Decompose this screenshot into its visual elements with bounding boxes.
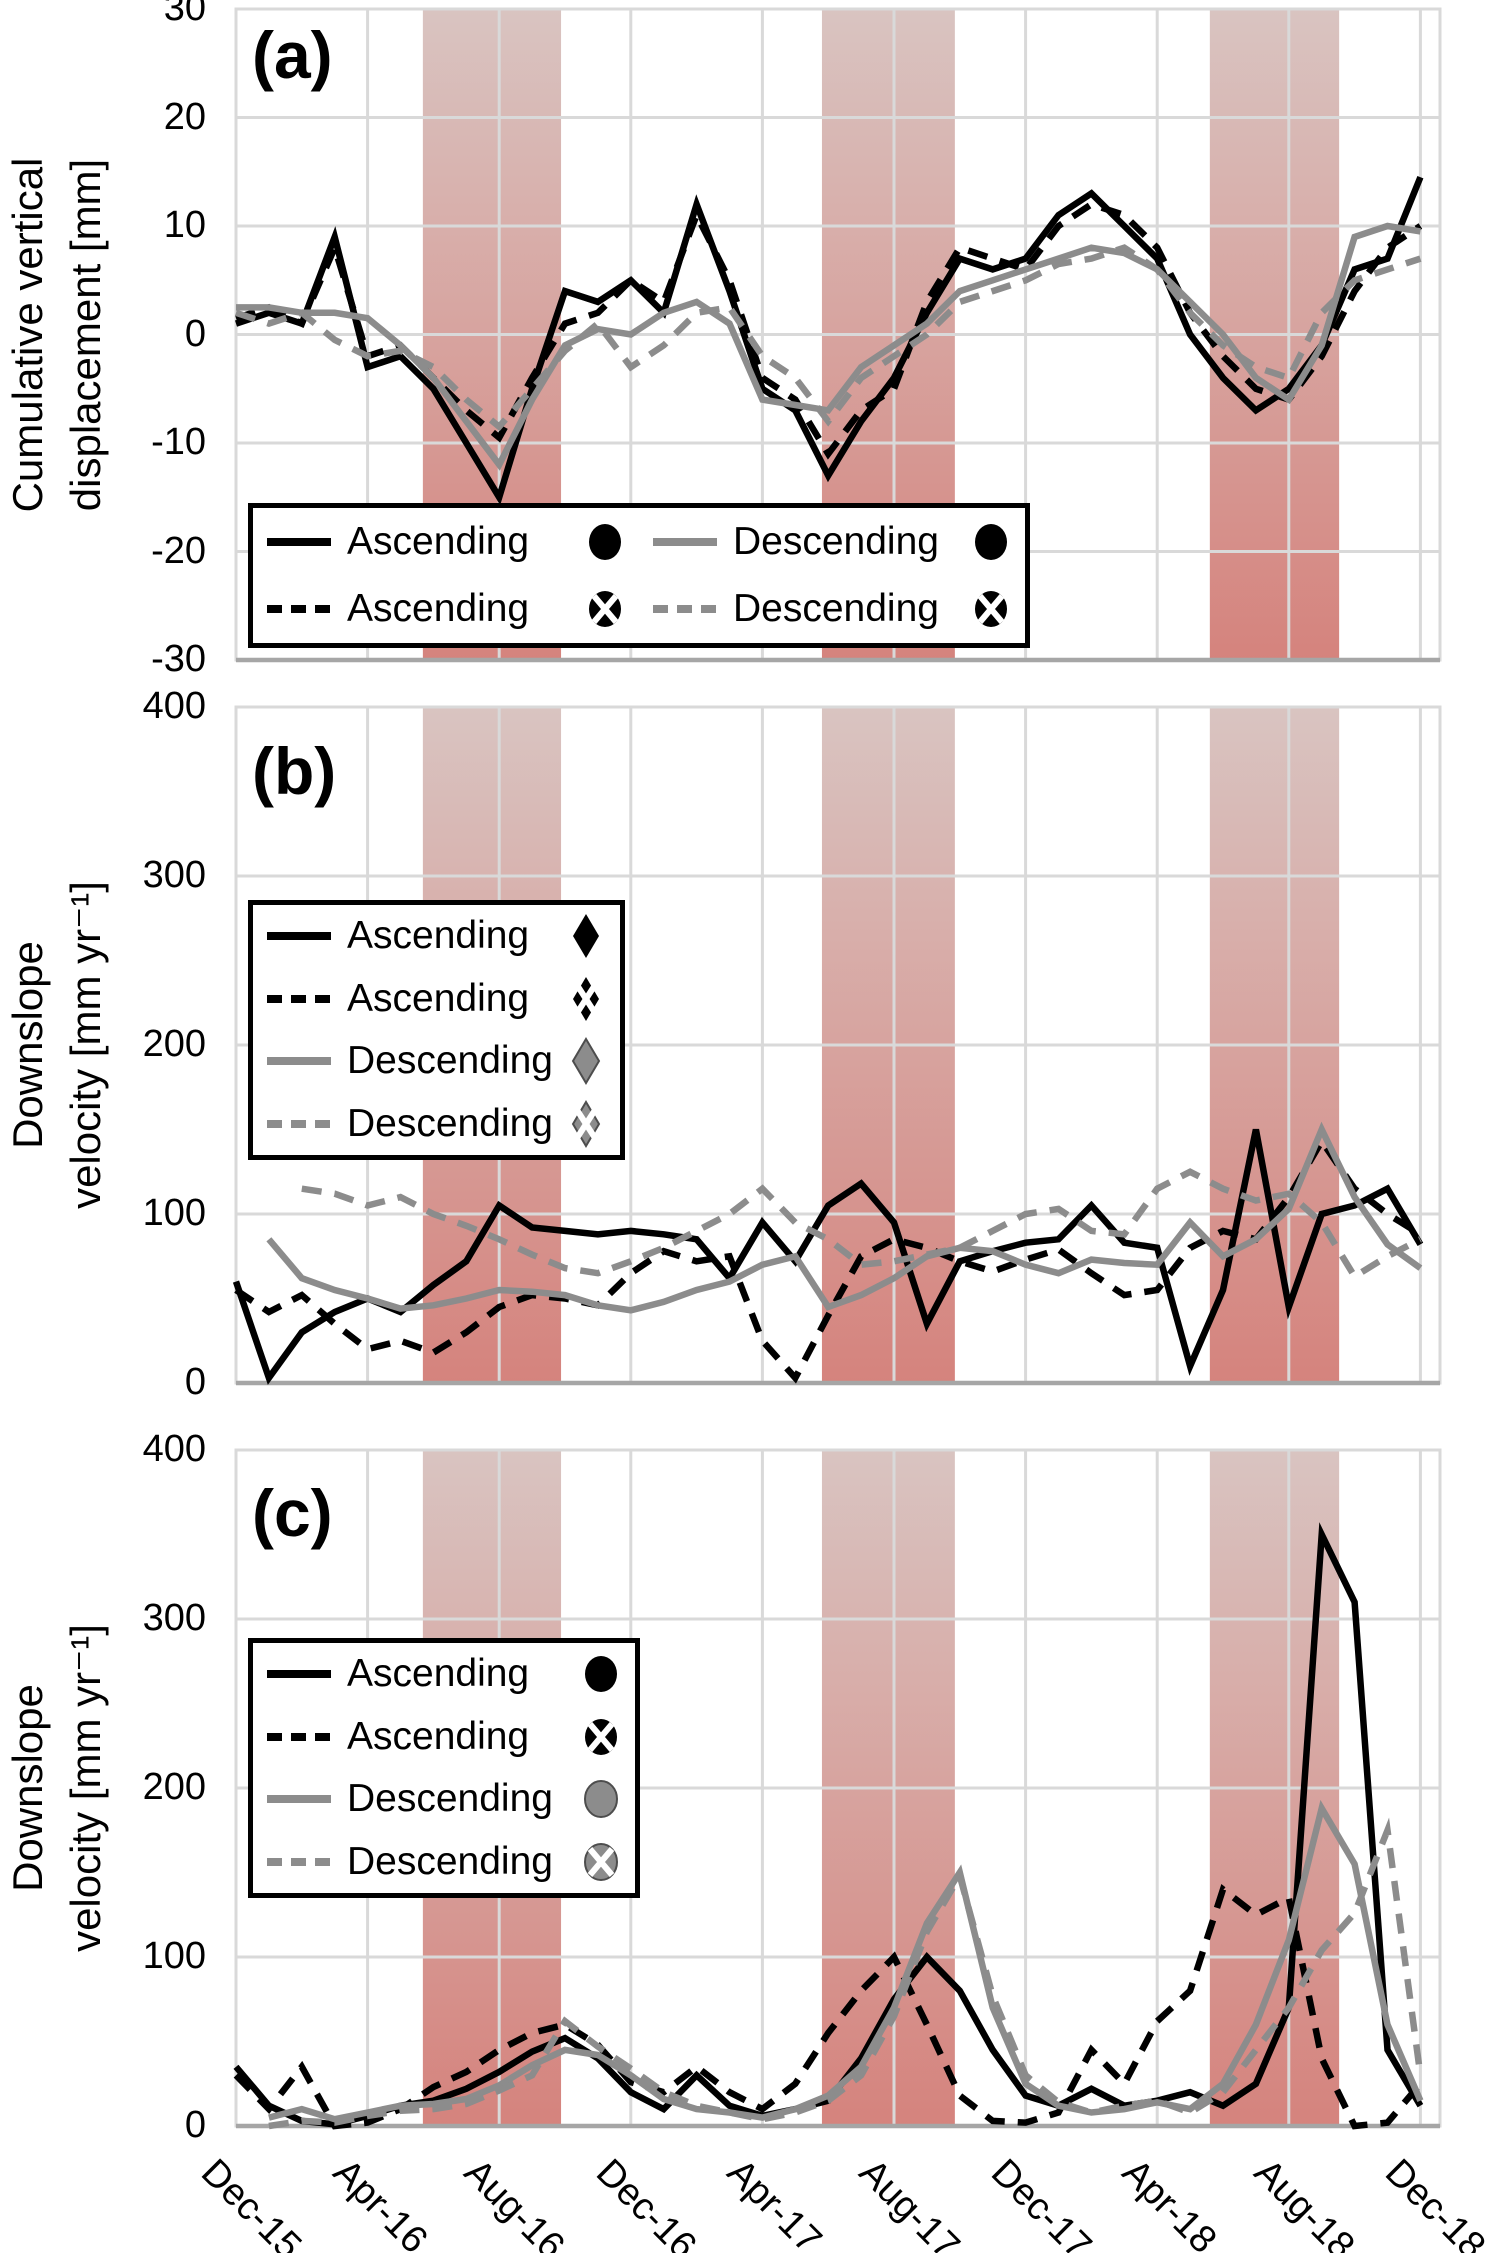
series-descending-dashed: [268, 1817, 1424, 2130]
y-axis-title-line: velocity [mm yr⁻¹]: [62, 1624, 109, 1952]
solid-line-sample-icon: [267, 932, 331, 941]
legend-entry: Ascending: [253, 1643, 635, 1706]
y-tick-label: 100: [142, 1935, 206, 1977]
panel-letter-b: (b): [252, 734, 337, 808]
y-tick-label: -30: [151, 638, 206, 680]
series-descending-solid: [268, 1799, 1424, 2123]
y-tick-label: 100: [142, 1192, 206, 1234]
legend-entry: Descending: [253, 1831, 635, 1894]
series-descending-dashed: [234, 244, 1422, 432]
legend-label: Descending: [733, 519, 939, 563]
dashed-line-sample-icon: [267, 1857, 331, 1866]
y-axis-title-b: Downslope velocity [mm yr⁻¹]: [0, 635, 119, 1455]
y-tick-label: 20: [163, 95, 206, 138]
circle-marker-icon: [589, 523, 621, 560]
series-ascending-solid: [232, 1128, 1424, 1385]
y-tick-label: 400: [142, 685, 206, 727]
legend-label: Ascending: [347, 976, 530, 1020]
solid-line-sample-icon: [267, 1670, 331, 1679]
y-axis-title-a: Cumulative vertical displacement [mm]: [0, 0, 119, 745]
y-axis-title-line: Downslope: [4, 1684, 51, 1892]
legend-entry: Descending: [639, 508, 1025, 576]
y-tick-label: -20: [151, 529, 206, 572]
circle-x-marker-icon: [975, 591, 1007, 628]
y-tick-label: 0: [184, 2104, 206, 2146]
legend-label: Descending: [347, 1101, 553, 1145]
legend-a: Ascending Ascending Descending Descending: [248, 503, 1030, 648]
y-axis-title-line: Downslope: [4, 941, 51, 1149]
y-tick-label: 30: [163, 0, 206, 29]
circle-marker-icon: [584, 1780, 618, 1819]
series-ascending-solid: [234, 175, 1424, 506]
diamond-x-marker-icon: [573, 976, 599, 1021]
y-axis-title-c: Downslope velocity [mm yr⁻¹]: [0, 1378, 119, 2198]
series-ascending-dashed: [233, 1884, 1423, 2130]
y-tick-label: 300: [142, 854, 206, 896]
series-ascending-dashed: [234, 1135, 1423, 1384]
legend-label: Descending: [347, 1777, 553, 1821]
solid-line-sample-icon: [267, 537, 331, 546]
y-tick-label: 300: [142, 1597, 206, 1639]
solid-line-sample-icon: [267, 1057, 331, 1066]
diamond-marker-icon: [571, 1037, 601, 1086]
legend-entry: Ascending: [253, 905, 620, 968]
y-tick-label: 200: [142, 1766, 206, 1808]
legend-c: Ascending Ascending Descending Descending: [248, 1638, 640, 1898]
legend-b: Ascending Ascending Descending Descending: [248, 900, 625, 1160]
solid-line-sample-icon: [267, 1795, 331, 1804]
legend-entry: Descending: [253, 1768, 635, 1831]
y-axis-title-line: velocity [mm yr⁻¹]: [62, 881, 109, 1209]
y-tick-label: 0: [184, 312, 206, 355]
legend-label: Descending: [347, 1839, 553, 1883]
legend-label: Ascending: [347, 587, 530, 631]
legend-label: Ascending: [347, 914, 530, 958]
legend-label: Descending: [733, 587, 939, 631]
legend-entry: Descending: [639, 576, 1025, 644]
dashed-line-sample-icon: [653, 605, 717, 614]
legend-entry: Descending: [253, 1093, 620, 1156]
y-tick-label: -10: [151, 421, 206, 463]
diamond-marker-icon: [573, 914, 599, 959]
y-tick-label: 200: [142, 1023, 206, 1065]
legend-label: Descending: [347, 1039, 553, 1083]
y-axis-title-line: displacement [mm]: [62, 158, 109, 511]
dashed-line-sample-icon: [267, 1732, 331, 1741]
legend-entry: Ascending: [253, 968, 620, 1031]
circle-marker-icon: [585, 1656, 617, 1693]
legend-entry: Ascending: [253, 508, 639, 576]
legend-label: Ascending: [347, 519, 530, 563]
circle-x-marker-icon: [585, 1718, 617, 1755]
series-descending-solid: [236, 222, 1421, 471]
panel-letter-a: (a): [252, 18, 333, 92]
legend-label: Ascending: [347, 1652, 530, 1696]
y-tick-label: 0: [184, 1361, 206, 1403]
dashed-line-sample-icon: [267, 1119, 331, 1128]
circle-x-marker-icon: [589, 591, 621, 628]
panel-letter-c: (c): [252, 1476, 333, 1550]
legend-entry: Ascending: [253, 1706, 635, 1769]
legend-label: Ascending: [347, 1714, 530, 1758]
circle-marker-icon: [975, 523, 1007, 560]
solid-line-sample-icon: [653, 537, 717, 546]
legend-entry: Ascending: [253, 576, 639, 644]
dashed-line-sample-icon: [267, 994, 331, 1003]
dashed-line-sample-icon: [267, 605, 331, 614]
y-tick-label: 10: [163, 204, 206, 246]
diamond-x-marker-icon: [571, 1099, 601, 1148]
legend-entry: Descending: [253, 1030, 620, 1093]
y-tick-label: 400: [142, 1428, 206, 1470]
y-axis-title-line: Cumulative vertical: [4, 157, 51, 512]
series-descending-solid: [266, 1121, 1423, 1314]
circle-x-marker-icon: [584, 1842, 618, 1881]
